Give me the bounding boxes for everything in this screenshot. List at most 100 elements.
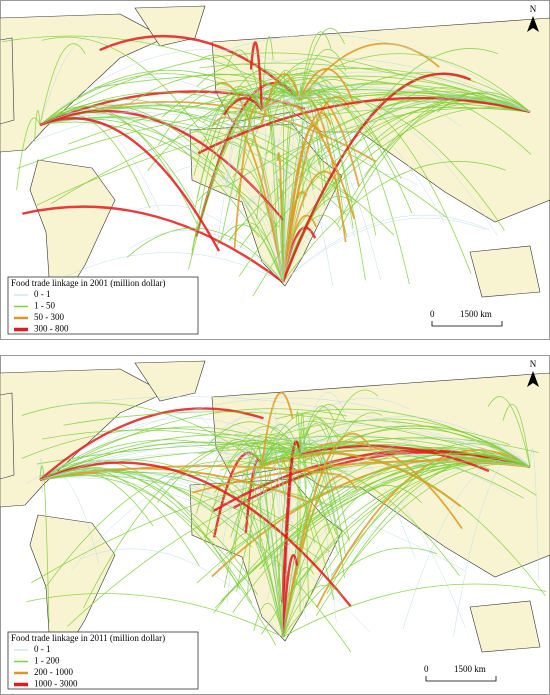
trade-flow <box>249 41 264 111</box>
trade-flow <box>39 118 301 179</box>
trade-flow <box>39 441 347 481</box>
trade-flow <box>282 71 285 283</box>
trade-flow <box>191 85 301 251</box>
trade-flow <box>273 95 531 174</box>
legend-label: 50 - 300 <box>34 312 64 322</box>
trade-flow <box>21 427 301 459</box>
trade-flow <box>261 443 295 475</box>
trade-flow <box>192 460 531 494</box>
trade-flow <box>147 93 301 171</box>
legend-label: 0 - 1 <box>34 289 51 299</box>
trade-flow <box>529 448 539 581</box>
trade-flow <box>299 439 416 559</box>
north-label: N <box>530 4 537 14</box>
scale-bar <box>425 676 497 682</box>
trade-flow <box>208 417 301 456</box>
trade-flow <box>216 459 263 577</box>
trade-flow <box>129 229 284 283</box>
trade-flow <box>161 80 301 118</box>
trade-flow <box>39 43 86 126</box>
trade-flow <box>256 88 301 220</box>
trade-flow <box>259 452 531 570</box>
trade-flow <box>222 34 531 113</box>
trade-flow <box>281 440 302 603</box>
land <box>134 5 206 47</box>
trade-flow <box>39 52 403 126</box>
trade-flow <box>63 411 531 468</box>
trade-flow <box>261 450 524 499</box>
trade-flow <box>299 438 340 551</box>
trade-flow <box>261 451 337 535</box>
trade-flow <box>282 497 324 638</box>
legend-label: 1 - 200 <box>34 656 60 666</box>
trade-flow <box>282 523 350 638</box>
trade-flow <box>39 104 226 179</box>
trade-flow <box>39 438 420 481</box>
trade-flow <box>34 110 41 142</box>
trade-flow <box>39 458 43 493</box>
trade-flow <box>261 96 382 281</box>
trade-flow <box>216 224 284 283</box>
trade-flow <box>26 593 284 638</box>
trade-flow <box>39 474 259 596</box>
trade-flow <box>216 98 531 240</box>
north-label: N <box>530 359 537 369</box>
trade-flow <box>299 88 354 229</box>
trade-flow <box>282 173 419 283</box>
north-arrow <box>527 371 539 387</box>
trade-flow <box>236 201 284 283</box>
trade-flows <box>21 389 547 653</box>
trade-flow <box>221 461 531 511</box>
trade-flow <box>261 96 446 224</box>
trade-flow <box>246 433 301 471</box>
trade-flow <box>282 214 490 283</box>
trade-flow <box>282 547 438 638</box>
trade-flow <box>42 429 301 456</box>
trade-flow <box>299 96 413 214</box>
trade-flow <box>299 90 377 236</box>
trade-flow <box>39 73 241 126</box>
trade-flow <box>39 397 392 481</box>
trade-flow <box>258 444 301 473</box>
trade-flow <box>302 427 531 468</box>
trade-flow <box>199 62 531 113</box>
trade-flow <box>299 89 316 171</box>
trade-flow <box>171 443 531 481</box>
legend: Food trade linkage in 2001 (million doll… <box>7 276 199 335</box>
legend-title: Food trade linkage in 2011 (million doll… <box>11 633 165 643</box>
trade-flow <box>261 90 267 176</box>
trade-flow <box>281 72 472 283</box>
trade-flow <box>282 87 486 283</box>
trade-flow <box>282 77 334 283</box>
trade-flow <box>249 459 531 575</box>
trade-flow <box>261 91 321 166</box>
trade-flow <box>39 108 284 222</box>
trade-flow <box>316 449 531 608</box>
trade-flow <box>282 63 302 283</box>
trade-flow <box>60 252 284 283</box>
land <box>211 372 550 578</box>
trade-flow <box>282 552 308 638</box>
trade-flow <box>402 458 531 629</box>
trade-flow <box>197 96 531 155</box>
trade-flow <box>282 66 311 283</box>
trade-flow <box>261 392 294 466</box>
trade-flow <box>331 437 531 483</box>
trade-flow <box>315 463 531 616</box>
legend-label: 200 - 1000 <box>34 667 73 677</box>
trade-flow <box>436 91 531 113</box>
trade-flow <box>261 100 356 220</box>
trade-flow <box>39 117 221 252</box>
trade-flow <box>261 82 384 150</box>
land <box>469 245 541 298</box>
scale-distance: 1500 km <box>454 664 486 674</box>
trade-flow <box>299 42 440 101</box>
trade-flow <box>222 97 263 116</box>
land <box>0 37 15 125</box>
trade-flow <box>39 468 252 547</box>
trade-flow <box>283 453 531 473</box>
trade-flow <box>39 465 50 623</box>
trade-flow <box>206 178 284 283</box>
trade-flows <box>2 27 532 297</box>
